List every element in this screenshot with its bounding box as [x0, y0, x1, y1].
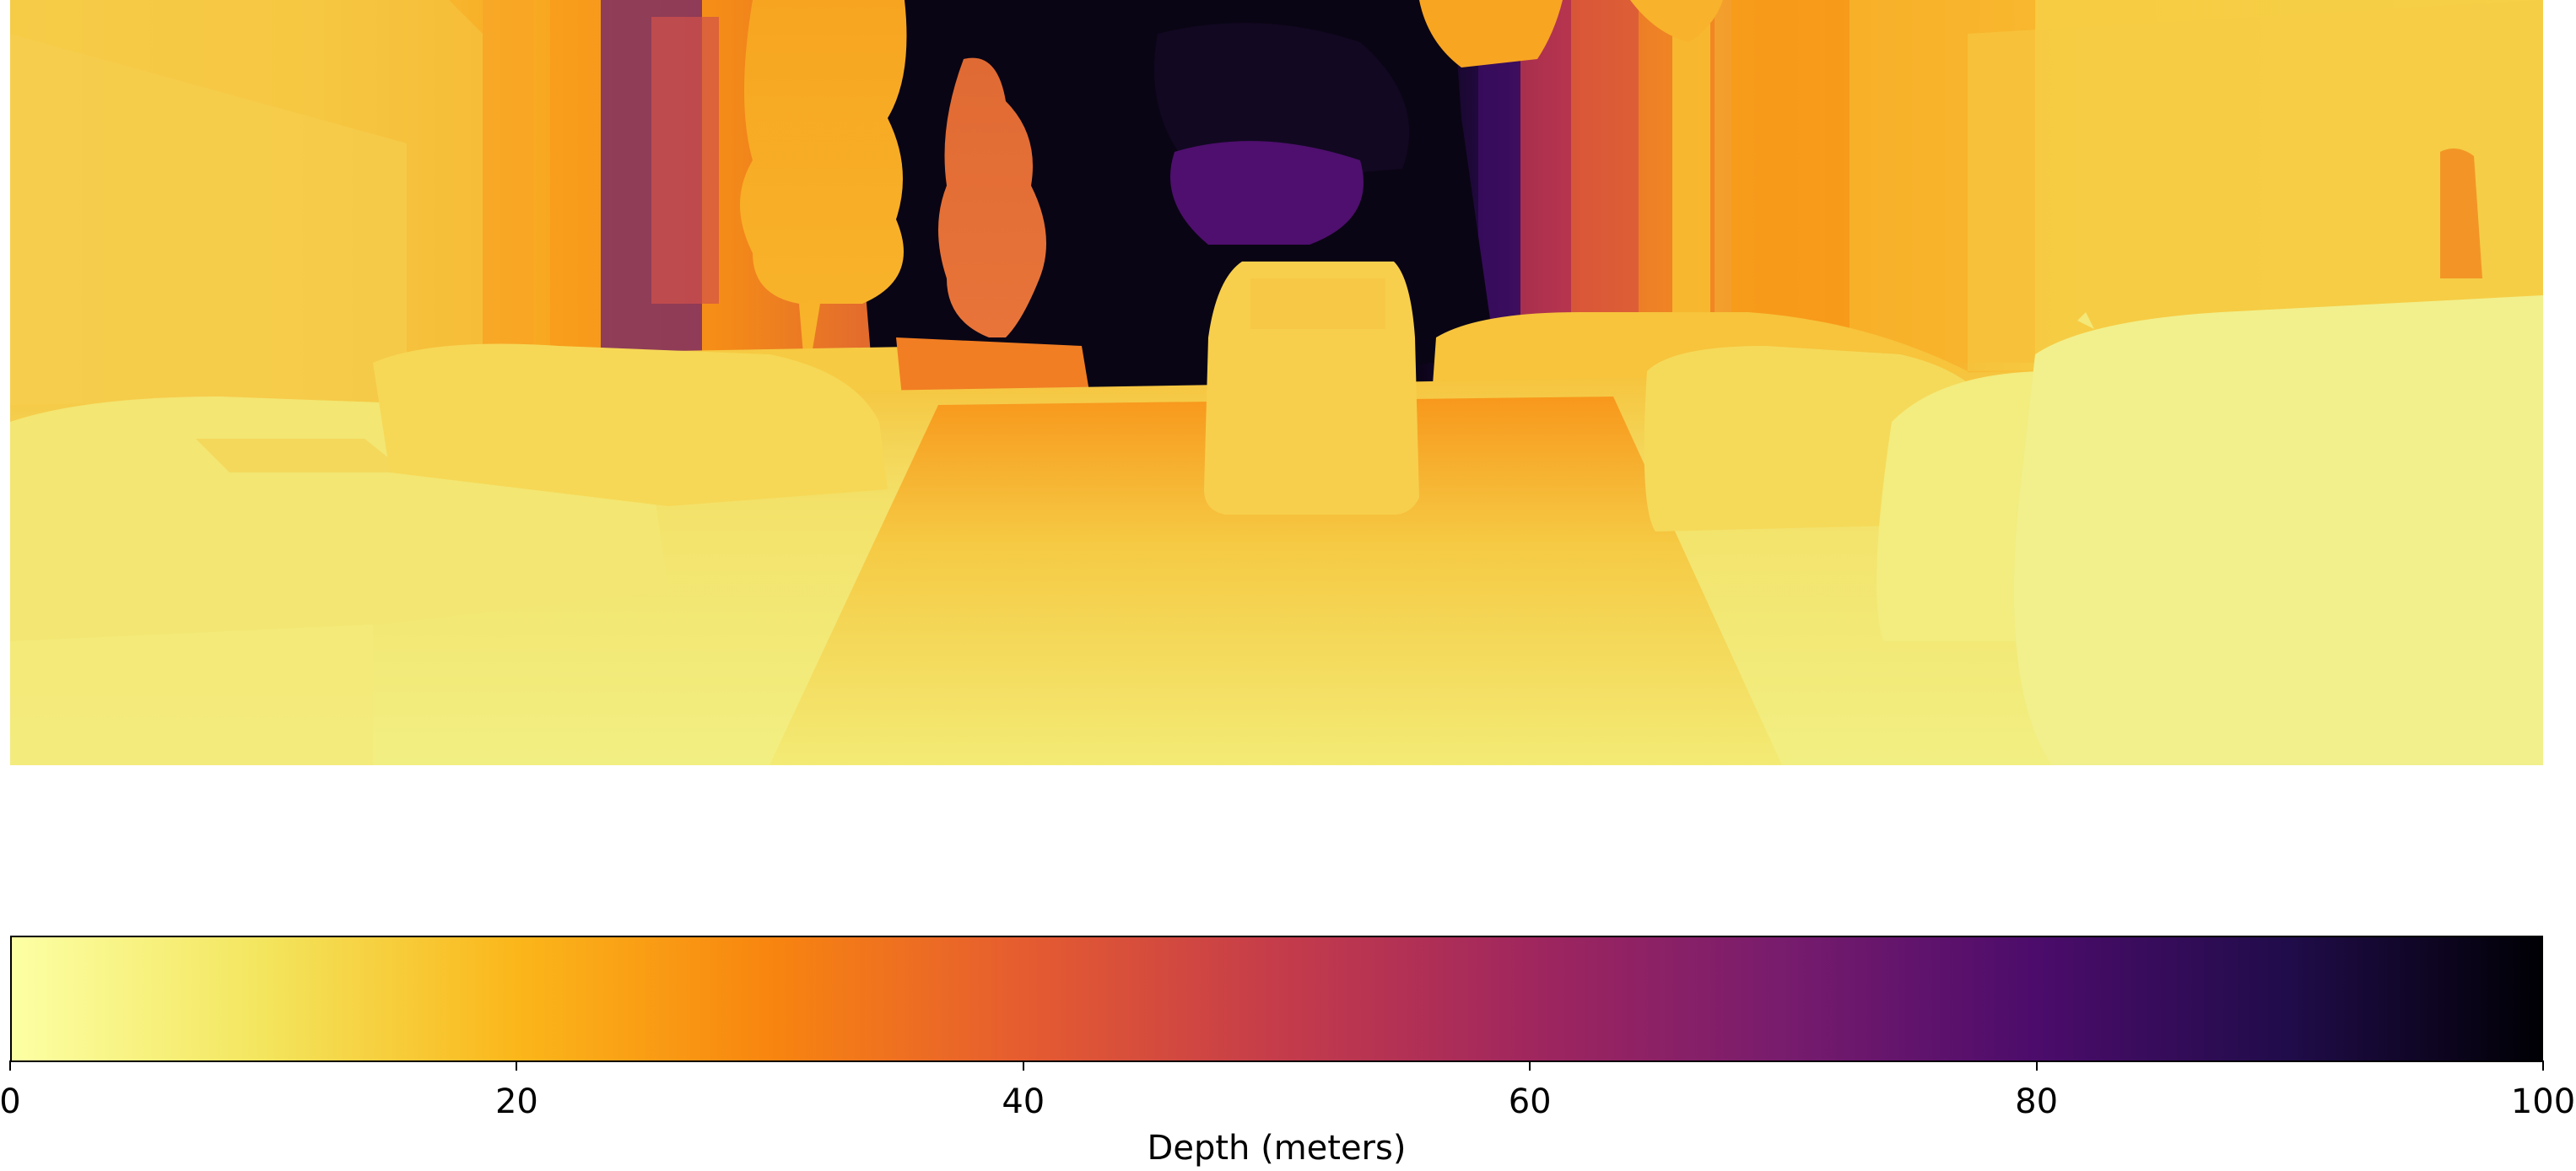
depth-map-image [10, 0, 2543, 765]
colorbar-tick-label: 0 [0, 1082, 21, 1121]
colorbar-tick-label: 20 [494, 1082, 538, 1121]
colorbar-gradient [12, 937, 2541, 1060]
colorbar-label: Depth (meters) [1147, 1129, 1407, 1168]
colorbar-tick-label: 60 [1508, 1082, 1552, 1121]
colorbar-tick-mark [2035, 1060, 2038, 1071]
colorbar [10, 936, 2543, 1062]
colorbar-tick-label: 40 [1002, 1082, 1045, 1121]
colorbar-tick-mark [1022, 1060, 1024, 1071]
colorbar-tick-label: 80 [2015, 1082, 2059, 1121]
colorbar-tick-mark [2542, 1060, 2544, 1071]
colorbar-tick-mark [1529, 1060, 1531, 1071]
colorbar-tick-mark [516, 1060, 518, 1071]
colorbar-tick-mark [9, 1060, 11, 1071]
colorbar-tick-label: 100 [2510, 1082, 2576, 1121]
colorbar-ticks: 0 20 40 60 80 100 [0, 1060, 2575, 1121]
